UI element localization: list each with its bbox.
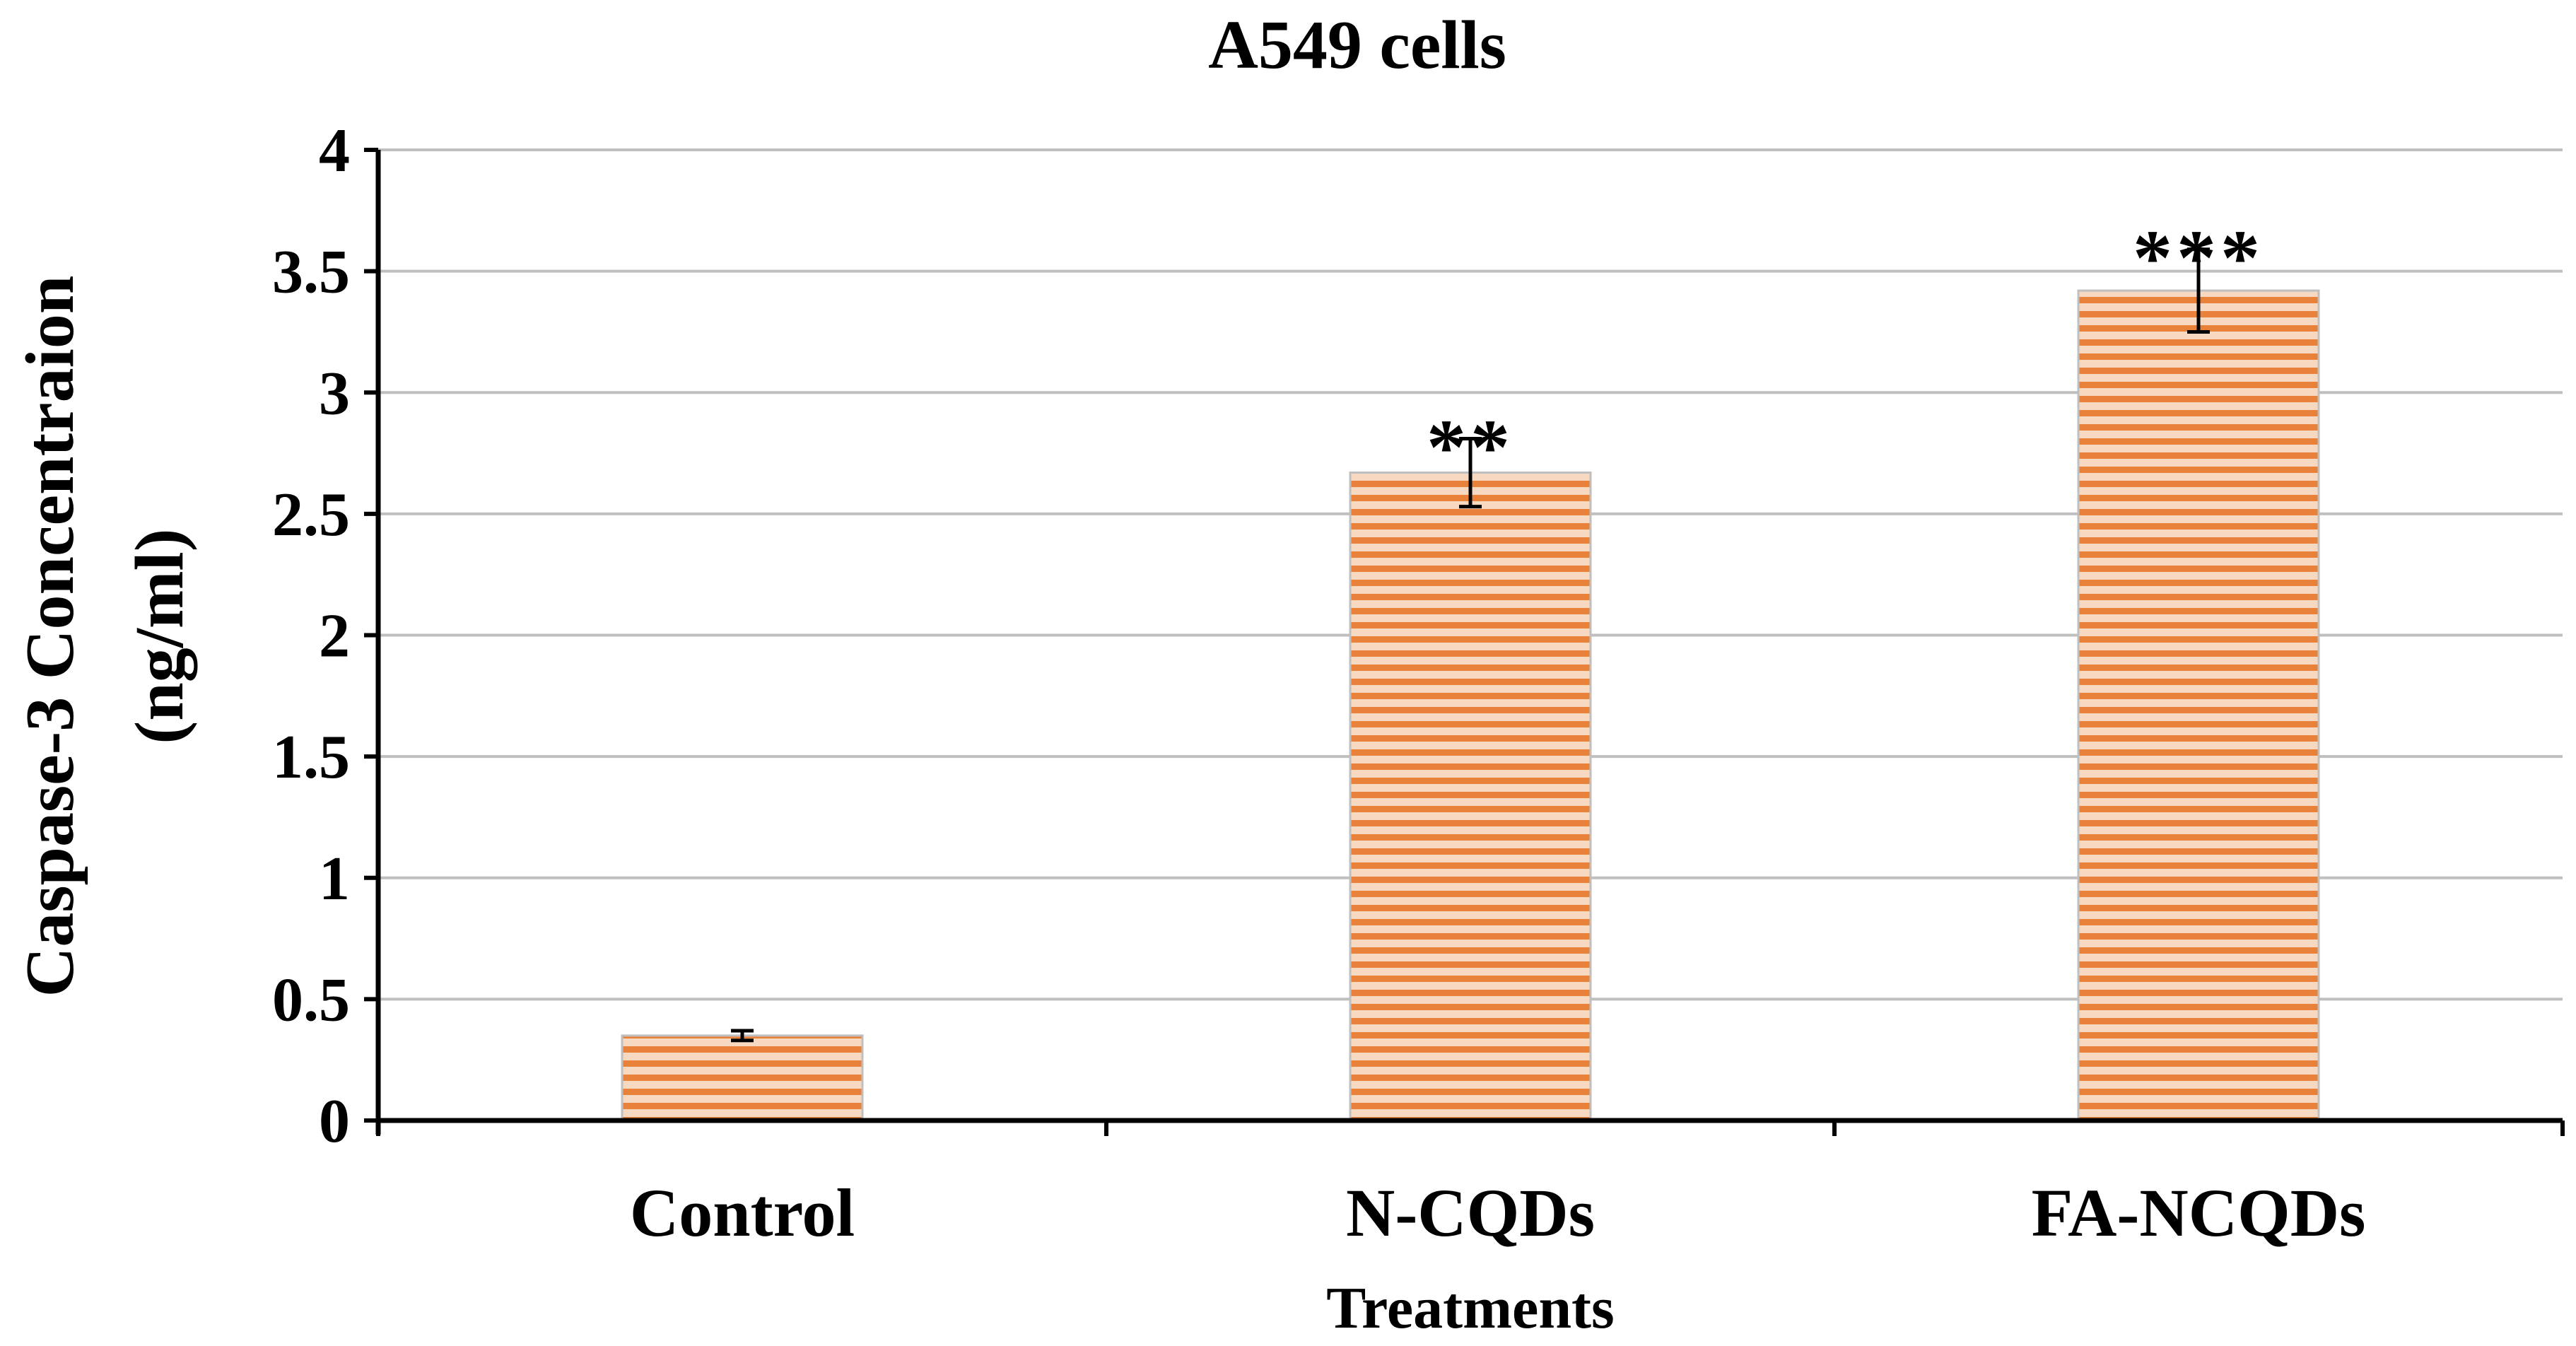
y-tick-label: 3.5	[272, 238, 350, 307]
y-tick-label: 2.5	[272, 481, 350, 549]
y-axis-label: Caspase-3 Concentraion	[12, 276, 88, 997]
y-tick-label: 4	[319, 117, 350, 185]
y-axis-unit-label: (ng/ml)	[122, 529, 198, 744]
x-tick-label: N-CQDs	[1346, 1175, 1595, 1251]
significance-marker: **	[1427, 404, 1514, 491]
chart-title: A549 cells	[1208, 7, 1506, 83]
y-tick-label: 1	[319, 845, 350, 913]
bar-control	[621, 1034, 864, 1122]
y-tick-label: 1.5	[272, 723, 350, 792]
y-tick-label: 2	[319, 602, 350, 671]
significance-marker: ***	[2133, 215, 2264, 303]
y-tick-label: 3	[319, 359, 350, 428]
bar-n-cqds	[1349, 472, 1592, 1122]
x-tick-label: FA-NCQDs	[2032, 1175, 2366, 1251]
y-tick-label: 0.5	[272, 966, 350, 1034]
bar-fa-ncqds	[2077, 289, 2320, 1122]
x-axis-label: Treatments	[1326, 1275, 1614, 1341]
y-tick-label: 0	[319, 1087, 350, 1156]
x-tick-label: Control	[630, 1175, 855, 1251]
